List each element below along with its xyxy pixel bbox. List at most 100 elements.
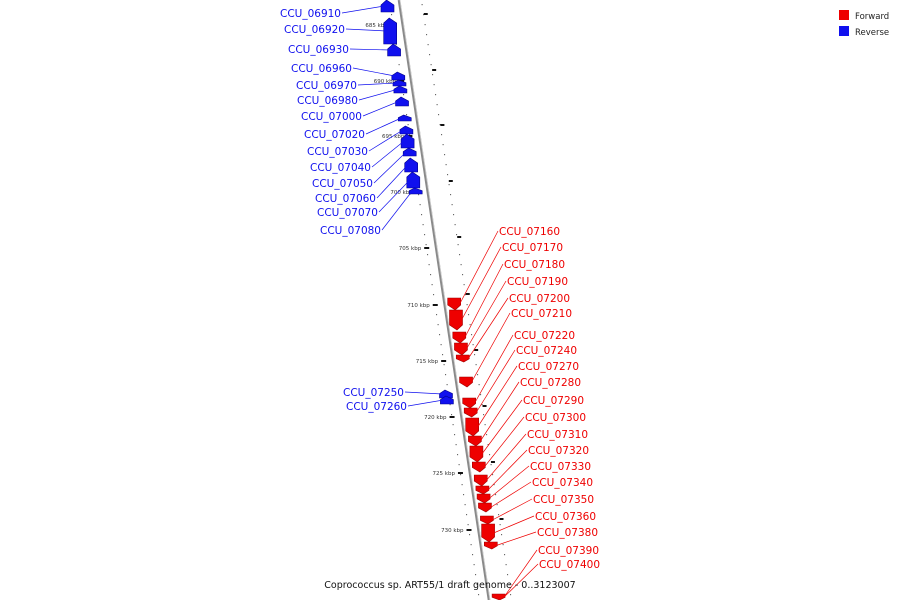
forward-gene-feature xyxy=(449,309,463,331)
map-caption: Coprococcus sp. ART55/1 draft genome - 0… xyxy=(324,580,575,591)
guide-dot-inner xyxy=(406,114,408,116)
guide-dot-inner xyxy=(472,554,474,556)
reverse-leader-line xyxy=(368,129,404,152)
reverse-gene-label: CCU_07070 xyxy=(317,207,378,219)
guide-dot-outer xyxy=(504,554,506,556)
forward-gene-feature xyxy=(463,407,478,418)
guide-dot-outer xyxy=(469,324,471,326)
guide-dot-inner xyxy=(445,374,447,376)
scale-tick-mark-outer xyxy=(499,518,504,520)
guide-dot-outer xyxy=(502,544,504,546)
forward-leader-line xyxy=(488,465,530,499)
genome-backbone xyxy=(397,0,491,600)
reverse-leader-line xyxy=(378,179,411,213)
forward-gene-label: CCU_07220 xyxy=(514,330,575,342)
guide-dot-outer xyxy=(496,504,498,506)
forward-leader-line xyxy=(492,498,533,521)
forward-leader-line xyxy=(481,399,523,455)
reverse-gene-feature xyxy=(399,125,414,135)
forward-gene-feature xyxy=(478,502,492,513)
forward-gene-feature xyxy=(452,331,467,344)
reverse-leader-line xyxy=(358,89,397,101)
forward-leader-line xyxy=(503,549,538,598)
guide-dot-outer xyxy=(478,384,480,386)
forward-gene-feature xyxy=(469,445,484,463)
guide-dot-outer xyxy=(472,344,474,346)
forward-gene-label: CCU_07360 xyxy=(535,511,596,523)
forward-leader-line xyxy=(487,449,528,491)
forward-leader-line xyxy=(461,246,502,321)
guide-dot-outer xyxy=(475,364,477,366)
guide-dot-inner xyxy=(470,544,472,546)
forward-leader-line xyxy=(477,365,518,428)
guide-dot-inner xyxy=(430,274,432,276)
scale-tick-mark-outer xyxy=(465,293,470,295)
guide-dot-outer xyxy=(441,134,443,136)
guide-dot-inner xyxy=(449,404,451,406)
guide-dot-outer xyxy=(477,374,479,376)
forward-gene-label: CCU_07270 xyxy=(518,361,579,373)
reverse-gene-feature xyxy=(395,96,409,107)
guide-dot-outer xyxy=(487,444,489,446)
forward-gene-label: CCU_07390 xyxy=(538,545,599,557)
guide-dot-outer xyxy=(432,74,434,76)
guide-dot-inner xyxy=(440,344,442,346)
forward-gene-feature xyxy=(455,354,470,363)
gene-features xyxy=(380,0,506,600)
guide-dot-outer xyxy=(508,584,510,586)
reverse-gene-feature xyxy=(400,133,415,149)
legend-forward-label: Forward xyxy=(855,12,889,22)
strand-dotted-guides xyxy=(389,4,512,596)
reverse-gene-feature xyxy=(406,171,421,189)
guide-dot-inner xyxy=(452,424,454,426)
forward-gene-feature xyxy=(476,493,491,504)
guide-dot-inner xyxy=(395,44,397,46)
reverse-leader-line xyxy=(345,28,387,32)
guide-dot-outer xyxy=(430,64,432,66)
forward-gene-label: CCU_07240 xyxy=(516,345,577,357)
reverse-leader-line xyxy=(381,190,413,231)
guide-dot-inner xyxy=(391,14,393,16)
guide-dot-outer xyxy=(462,274,464,276)
guide-dot-inner xyxy=(422,224,424,226)
guide-dot-inner xyxy=(418,194,420,196)
reverse-gene-label: CCU_07040 xyxy=(310,162,371,174)
reverse-gene-label: CCU_07020 xyxy=(304,129,365,141)
forward-leader-line xyxy=(475,349,516,413)
reverse-gene-label: CCU_07080 xyxy=(320,225,381,237)
reverse-leader-line xyxy=(341,5,385,14)
guide-dot-inner xyxy=(475,574,477,576)
forward-leader-line xyxy=(490,481,532,508)
guide-dot-outer xyxy=(505,564,507,566)
reverse-gene-label: CCU_06960 xyxy=(291,63,352,75)
guide-dot-outer xyxy=(453,214,455,216)
forward-leader-line xyxy=(459,230,499,305)
guide-dot-outer xyxy=(471,334,473,336)
guide-dot-inner xyxy=(431,284,433,286)
legend: Forward Reverse xyxy=(839,10,889,38)
legend-reverse-label: Reverse xyxy=(855,28,889,38)
guide-dot-inner xyxy=(407,124,409,126)
guide-dot-inner xyxy=(443,364,445,366)
guide-dot-outer xyxy=(454,224,456,226)
forward-gene-feature xyxy=(468,435,482,447)
guide-dot-outer xyxy=(456,234,458,236)
guide-dot-inner xyxy=(467,524,469,526)
reverse-gene-feature xyxy=(387,43,401,57)
guide-dot-inner xyxy=(466,514,468,516)
scale-tick-label: 715 kbp xyxy=(416,359,439,365)
forward-gene-label: CCU_07180 xyxy=(504,259,565,271)
guide-dot-outer xyxy=(439,124,441,126)
label-leader-lines xyxy=(341,5,539,598)
scale-tick-mark-outer xyxy=(432,69,437,71)
forward-gene-label: CCU_07200 xyxy=(509,293,570,305)
scale-tick-label: 690 kbp xyxy=(374,79,397,85)
reverse-gene-feature xyxy=(383,17,398,45)
reverse-leader-line xyxy=(362,101,399,117)
reverse-gene-label: CCU_06930 xyxy=(288,44,349,56)
guide-dot-inner xyxy=(419,204,421,206)
guide-dot-outer xyxy=(465,294,467,296)
guide-dot-outer xyxy=(484,424,486,426)
reverse-gene-feature xyxy=(408,187,423,195)
guide-dot-outer xyxy=(493,484,495,486)
